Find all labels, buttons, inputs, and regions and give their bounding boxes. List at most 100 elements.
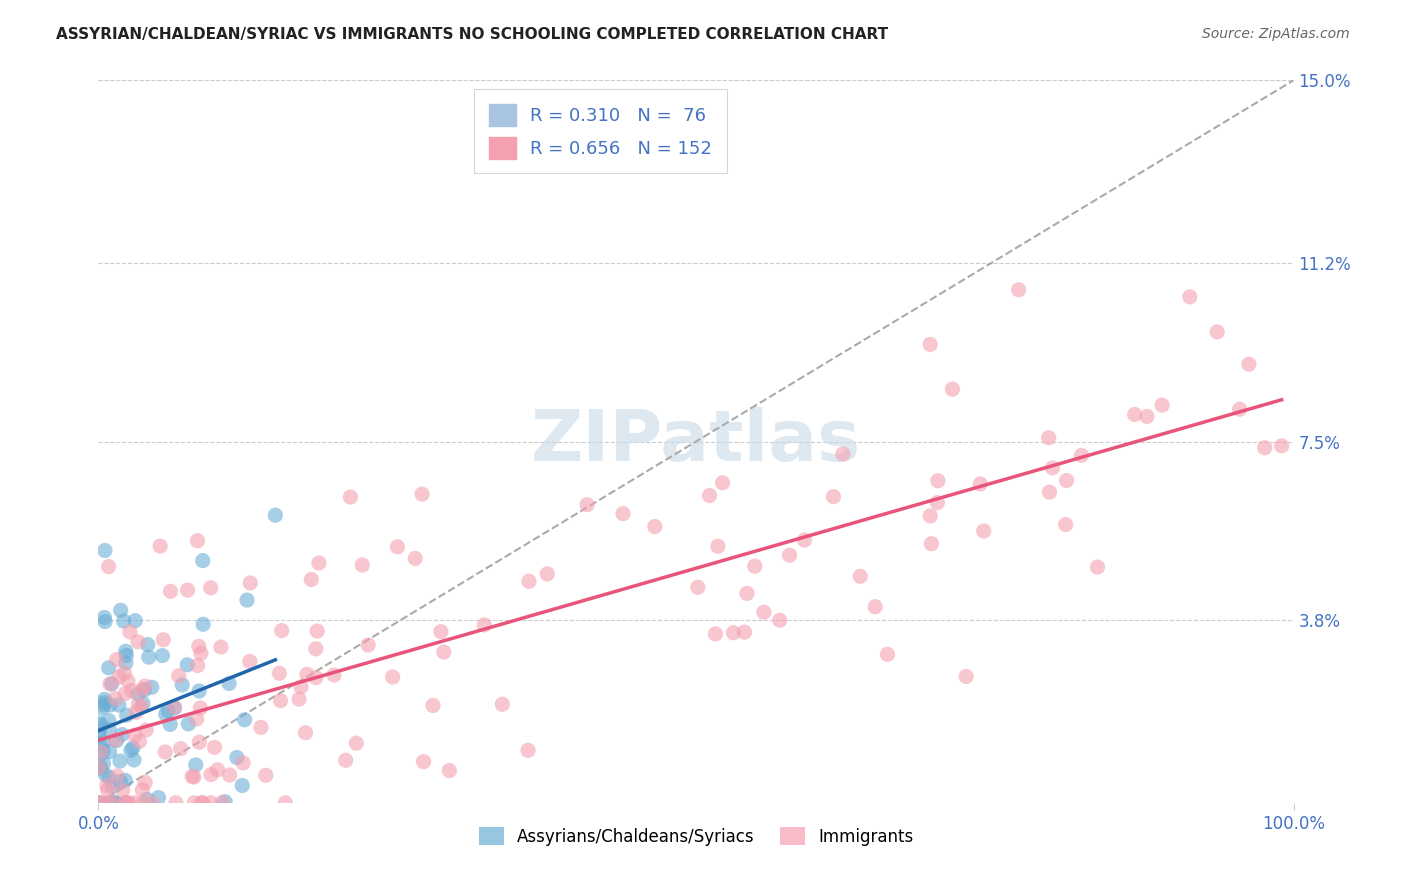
Assyrians/Chaldeans/Syriacs — [264, 508, 287, 523]
Assyrians/Chaldeans/Syriacs — [218, 676, 240, 690]
Assyrians/Chaldeans/Syriacs — [124, 614, 146, 628]
Immigrants — [704, 627, 727, 641]
Immigrants — [97, 796, 120, 810]
Assyrians/Chaldeans/Syriacs — [104, 796, 127, 810]
Immigrants — [941, 382, 963, 396]
Text: ASSYRIAN/CHALDEAN/SYRIAC VS IMMIGRANTS NO SCHOOLING COMPLETED CORRELATION CHART: ASSYRIAN/CHALDEAN/SYRIAC VS IMMIGRANTS N… — [56, 27, 889, 42]
Immigrants — [335, 753, 357, 767]
Immigrants — [115, 796, 138, 810]
Immigrants — [299, 573, 322, 587]
Immigrants — [141, 796, 163, 810]
Immigrants — [134, 679, 156, 693]
Immigrants — [927, 496, 949, 510]
Assyrians/Chaldeans/Syriacs — [98, 771, 121, 785]
Assyrians/Chaldeans/Syriacs — [214, 795, 236, 809]
Immigrants — [1070, 448, 1092, 462]
Assyrians/Chaldeans/Syriacs — [115, 656, 138, 670]
Immigrants — [209, 640, 232, 654]
Assyrians/Chaldeans/Syriacs — [93, 735, 115, 749]
Immigrants — [752, 605, 775, 619]
Assyrians/Chaldeans/Syriacs — [114, 644, 136, 658]
Immigrants — [1178, 290, 1201, 304]
Immigrants — [111, 783, 134, 797]
Assyrians/Chaldeans/Syriacs — [176, 657, 198, 672]
Assyrians/Chaldeans/Syriacs — [87, 729, 110, 743]
Immigrants — [254, 768, 277, 782]
Assyrians/Chaldeans/Syriacs — [111, 728, 134, 742]
Immigrants — [744, 559, 766, 574]
Immigrants — [295, 667, 318, 681]
Text: Source: ZipAtlas.com: Source: ZipAtlas.com — [1202, 27, 1350, 41]
Immigrants — [308, 556, 330, 570]
Immigrants — [1237, 357, 1260, 371]
Assyrians/Chaldeans/Syriacs — [108, 698, 131, 712]
Immigrants — [152, 632, 174, 647]
Immigrants — [112, 666, 135, 681]
Immigrants — [114, 796, 136, 810]
Assyrians/Chaldeans/Syriacs — [89, 759, 111, 773]
Immigrants — [104, 691, 127, 706]
Immigrants — [183, 796, 205, 810]
Immigrants — [1054, 517, 1077, 532]
Immigrants — [969, 477, 991, 491]
Immigrants — [1271, 439, 1294, 453]
Assyrians/Chaldeans/Syriacs — [148, 790, 170, 805]
Assyrians/Chaldeans/Syriacs — [98, 745, 121, 759]
Immigrants — [118, 796, 141, 810]
Immigrants — [89, 796, 111, 810]
Assyrians/Chaldeans/Syriacs — [98, 698, 121, 712]
Assyrians/Chaldeans/Syriacs — [172, 678, 194, 692]
Immigrants — [734, 625, 756, 640]
Assyrians/Chaldeans/Syriacs — [184, 757, 207, 772]
Immigrants — [723, 625, 745, 640]
Immigrants — [920, 536, 942, 550]
Assyrians/Chaldeans/Syriacs — [89, 723, 111, 737]
Immigrants — [973, 524, 995, 538]
Assyrians/Chaldeans/Syriacs — [101, 796, 124, 810]
Immigrants — [165, 796, 187, 810]
Immigrants — [239, 655, 262, 669]
Immigrants — [831, 447, 853, 461]
Assyrians/Chaldeans/Syriacs — [188, 684, 211, 698]
Immigrants — [250, 720, 273, 734]
Immigrants — [1123, 408, 1146, 422]
Immigrants — [1229, 402, 1251, 417]
Immigrants — [517, 574, 540, 589]
Immigrants — [89, 796, 111, 810]
Immigrants — [735, 586, 758, 600]
Immigrants — [404, 551, 426, 566]
Immigrants — [920, 337, 942, 351]
Immigrants — [131, 682, 153, 697]
Assyrians/Chaldeans/Syriacs — [112, 614, 135, 628]
Immigrants — [517, 743, 540, 757]
Assyrians/Chaldeans/Syriacs — [89, 761, 111, 775]
Immigrants — [863, 599, 886, 614]
Immigrants — [204, 740, 226, 755]
Assyrians/Chaldeans/Syriacs — [236, 593, 259, 607]
Immigrants — [127, 697, 149, 711]
Immigrants — [135, 723, 157, 737]
Immigrants — [823, 490, 845, 504]
Assyrians/Chaldeans/Syriacs — [150, 648, 173, 663]
Immigrants — [644, 519, 666, 533]
Immigrants — [269, 666, 291, 681]
Assyrians/Chaldeans/Syriacs — [233, 713, 256, 727]
Assyrians/Chaldeans/Syriacs — [136, 638, 159, 652]
Immigrants — [163, 700, 186, 714]
Assyrians/Chaldeans/Syriacs — [93, 698, 115, 712]
Immigrants — [1136, 409, 1159, 424]
Immigrants — [387, 540, 409, 554]
Immigrants — [1152, 398, 1174, 412]
Immigrants — [108, 670, 131, 684]
Immigrants — [381, 670, 404, 684]
Assyrians/Chaldeans/Syriacs — [93, 692, 115, 706]
Immigrants — [793, 533, 815, 547]
Assyrians/Chaldeans/Syriacs — [138, 650, 160, 665]
Immigrants — [699, 489, 721, 503]
Immigrants — [323, 668, 346, 682]
Immigrants — [104, 732, 127, 747]
Immigrants — [105, 652, 128, 666]
Immigrants — [1056, 474, 1078, 488]
Immigrants — [1087, 560, 1109, 574]
Immigrants — [876, 648, 898, 662]
